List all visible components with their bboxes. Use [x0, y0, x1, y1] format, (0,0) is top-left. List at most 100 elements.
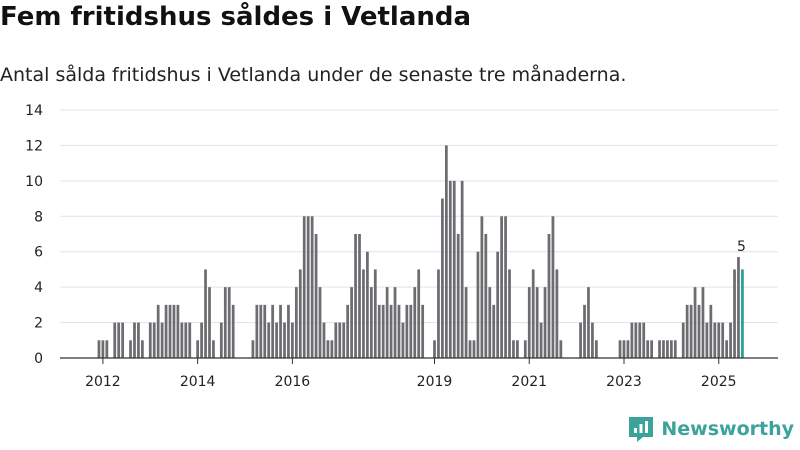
bar	[326, 340, 330, 358]
bar	[594, 340, 598, 358]
bar	[227, 287, 231, 358]
bar	[421, 304, 425, 358]
bar	[685, 304, 689, 358]
bar	[381, 304, 385, 358]
bar	[129, 340, 132, 358]
bar	[697, 304, 701, 358]
bar	[689, 304, 693, 358]
bar	[389, 304, 393, 358]
bar	[231, 304, 235, 358]
bar	[373, 269, 377, 358]
bar	[160, 322, 164, 358]
bar	[148, 322, 152, 358]
x-tick-label: 2016	[275, 374, 311, 390]
bar	[156, 304, 160, 358]
x-tick-label: 2023	[606, 374, 642, 390]
bar	[121, 322, 125, 358]
bar	[255, 304, 259, 358]
bar	[405, 304, 409, 358]
bar	[369, 287, 373, 358]
bar	[212, 340, 215, 358]
bar	[310, 216, 314, 358]
bar	[342, 322, 346, 358]
bar	[338, 322, 342, 358]
x-tick-label: 2014	[180, 374, 216, 390]
chart-subtitle: Antal sålda fritidshus i Vetlanda under …	[0, 64, 627, 86]
bar	[334, 322, 338, 358]
bar	[223, 287, 227, 358]
x-tick-label: 2012	[85, 374, 121, 390]
bar	[662, 340, 665, 358]
bar	[200, 322, 203, 358]
bar	[539, 322, 543, 358]
bar	[437, 269, 440, 358]
bar	[113, 322, 117, 358]
y-tick-label: 6	[34, 245, 43, 261]
bar	[666, 340, 669, 358]
data-label-latest: 5	[737, 239, 746, 255]
bar	[650, 340, 654, 358]
bar	[452, 180, 456, 358]
bar	[587, 287, 590, 358]
bar	[642, 322, 646, 358]
bar	[448, 180, 452, 358]
bar	[137, 322, 140, 358]
bar	[543, 287, 547, 358]
bar	[579, 322, 582, 358]
bar	[204, 269, 207, 358]
bar	[164, 304, 168, 358]
y-tick-label: 4	[34, 280, 43, 296]
bar	[283, 322, 286, 358]
x-tick-label: 2019	[417, 374, 453, 390]
bar	[362, 269, 365, 358]
bar	[701, 287, 705, 358]
bar	[176, 304, 180, 358]
bar	[322, 322, 326, 358]
bar	[669, 340, 673, 358]
y-tick-label: 0	[34, 351, 43, 367]
bar	[559, 340, 563, 358]
bar	[535, 287, 539, 358]
bar	[504, 216, 507, 358]
bar	[168, 304, 172, 358]
y-tick-label: 8	[34, 209, 43, 225]
bar	[366, 251, 369, 358]
bar	[713, 322, 717, 358]
bar	[358, 234, 361, 358]
bar	[725, 340, 729, 358]
bar	[275, 322, 278, 358]
bar	[693, 287, 697, 358]
bar	[294, 287, 298, 358]
bar	[733, 269, 736, 358]
y-tick-label: 14	[25, 103, 43, 119]
bar	[527, 287, 531, 358]
bar	[531, 269, 535, 358]
bar	[591, 322, 594, 358]
bar	[385, 287, 389, 358]
bar	[476, 251, 480, 358]
bar	[101, 340, 105, 358]
bar	[184, 322, 188, 358]
bar	[638, 322, 642, 358]
bar	[397, 304, 401, 358]
chart-title: Fem fritidshus såldes i Vetlanda	[0, 2, 472, 32]
x-tick-label: 2025	[701, 374, 737, 390]
bar	[377, 304, 381, 358]
bar	[117, 322, 121, 358]
bar	[658, 340, 661, 358]
bar	[646, 340, 650, 358]
bar	[267, 322, 271, 358]
bar	[314, 234, 318, 358]
bar	[523, 340, 527, 358]
bar	[401, 322, 405, 358]
bar	[152, 322, 156, 358]
bar	[441, 198, 444, 358]
bar	[488, 287, 492, 358]
bar	[729, 322, 732, 358]
bar	[259, 304, 263, 358]
bar	[417, 269, 421, 358]
bar-highlight	[741, 269, 744, 358]
bar	[551, 216, 555, 358]
bar	[456, 234, 460, 358]
